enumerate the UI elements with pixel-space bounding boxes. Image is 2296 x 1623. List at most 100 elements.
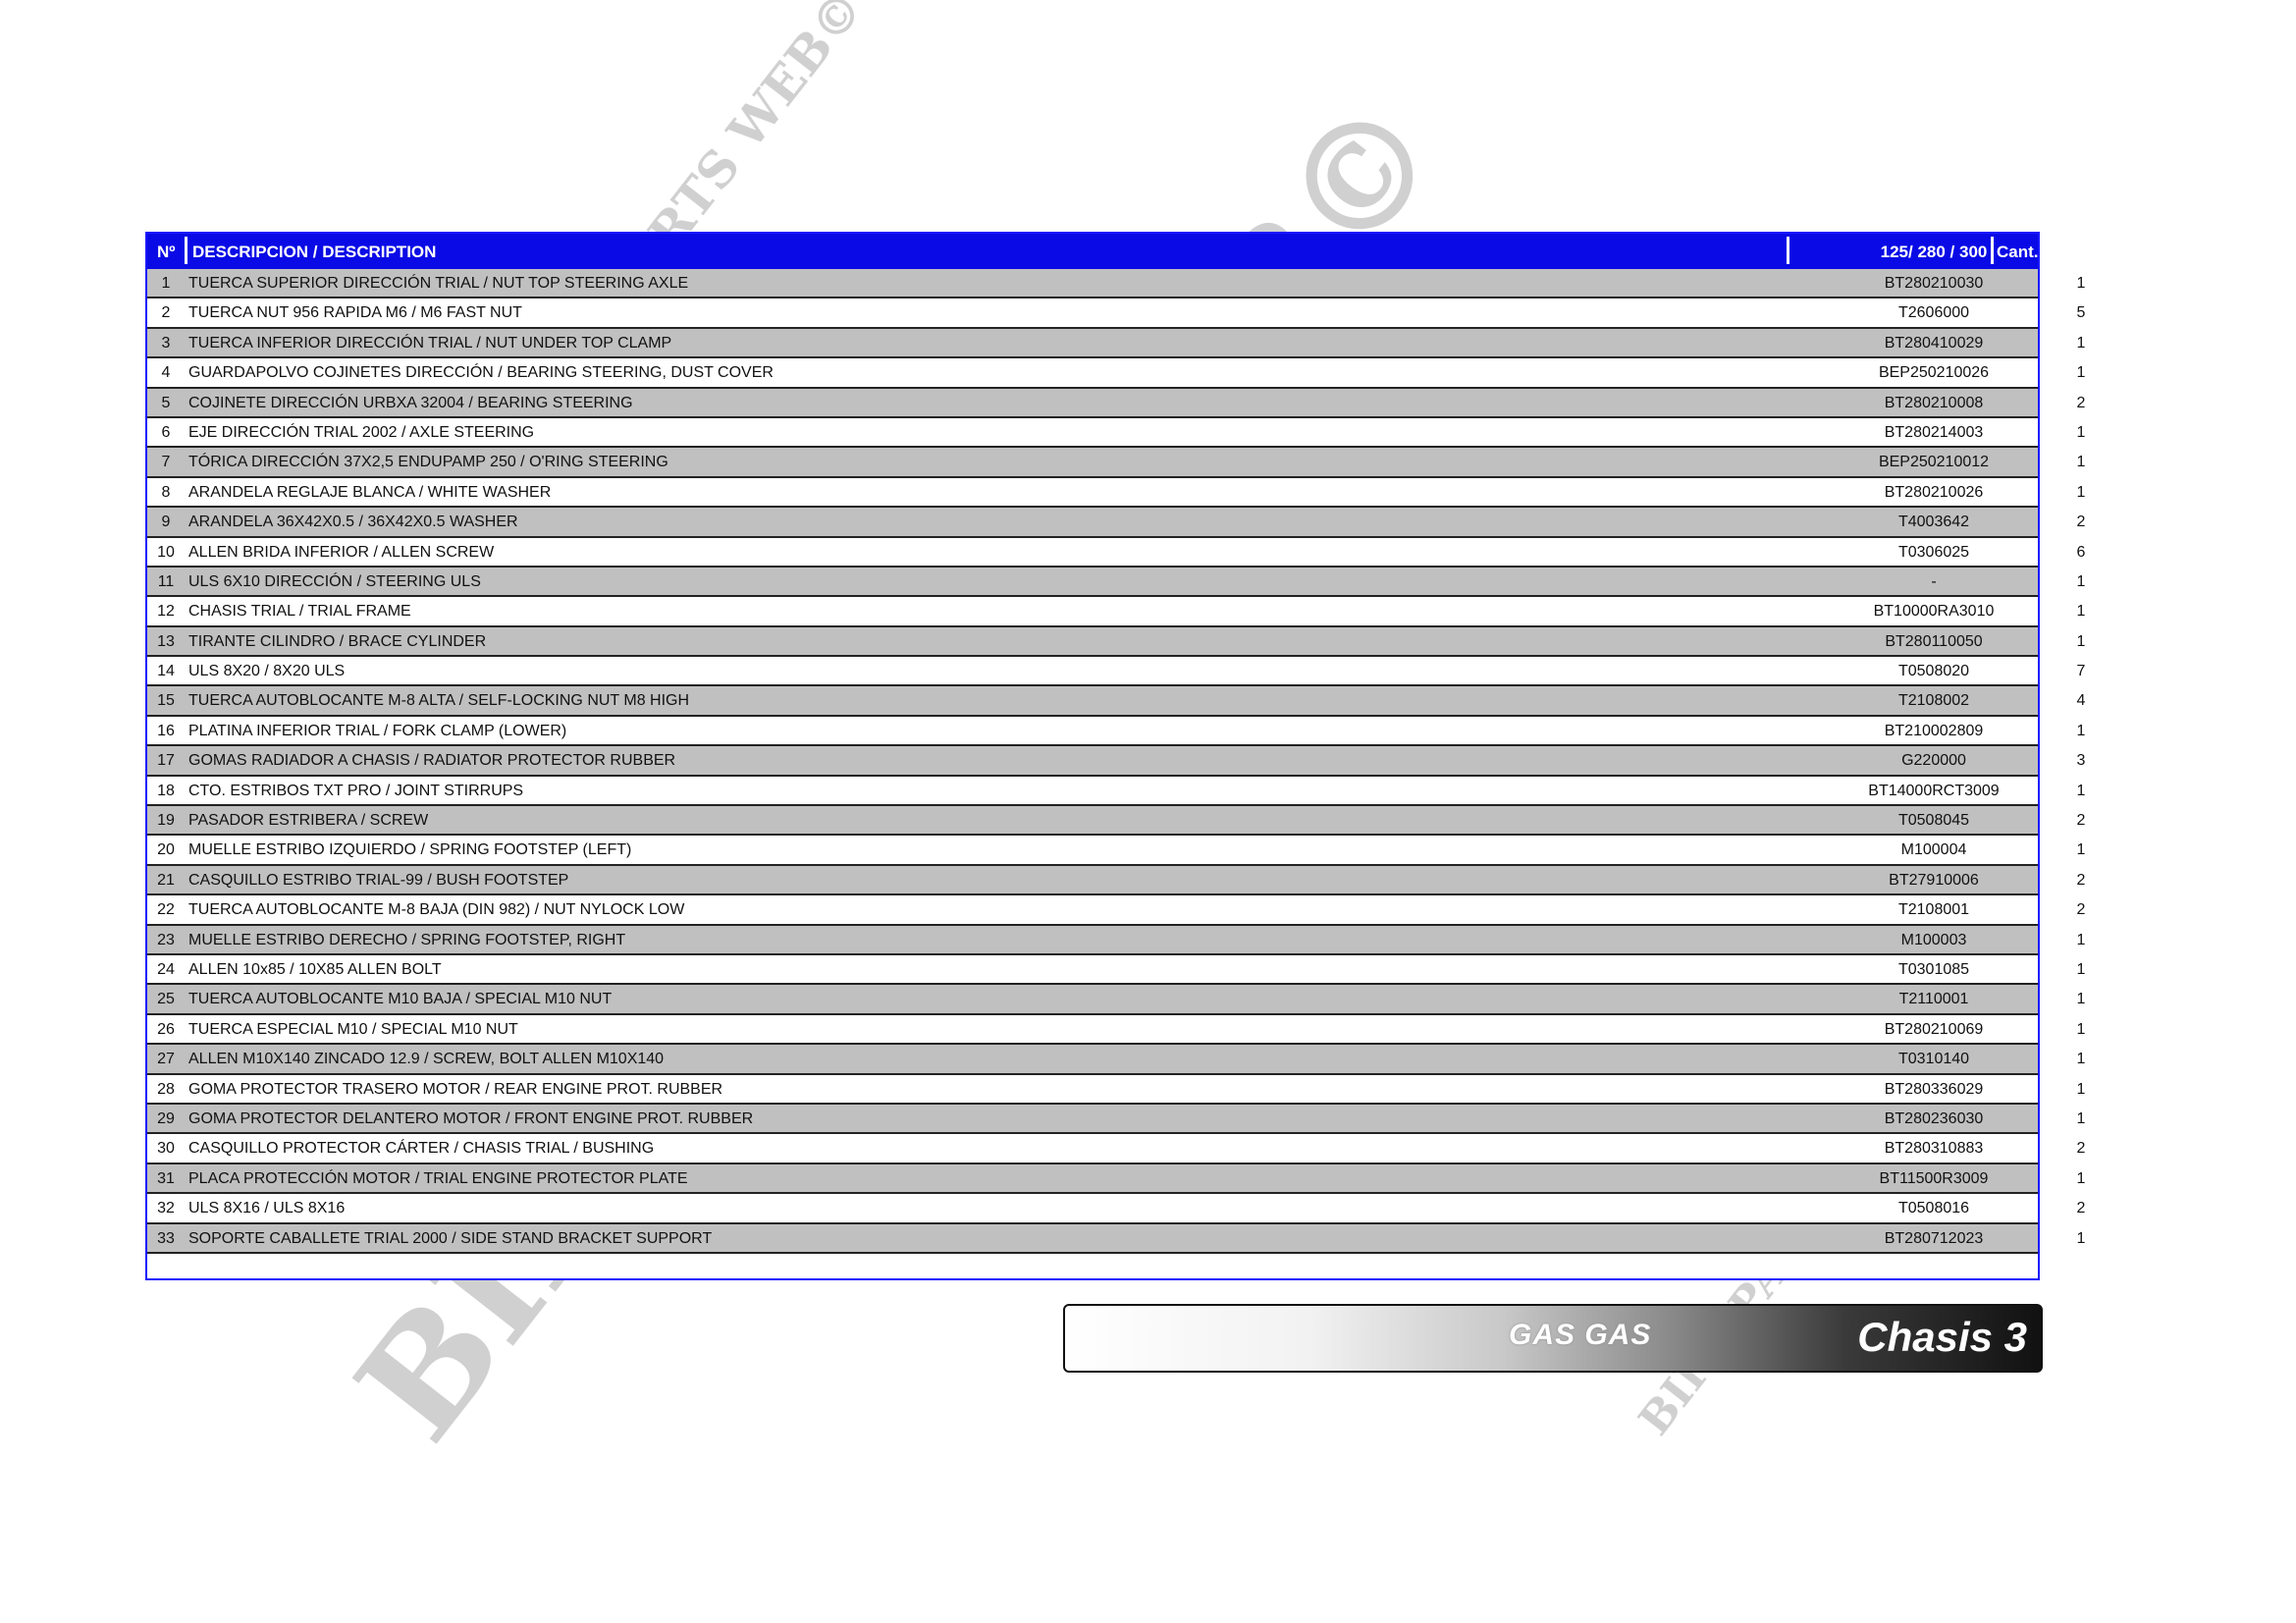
header-divider [1787,237,1789,264]
row-quantity: 2 [2076,812,2086,830]
row-part-code: BT280214003 [1884,423,1984,441]
row-number: 21 [157,871,175,889]
table-row: 23 MUELLE ESTRIBO DERECHO / SPRING FOOTST… [147,925,2085,955]
table-body: 1 TUERCA SUPERIOR DIRECCIÓN TRIAL / NUT T… [147,269,2085,1254]
row-part-code: M100004 [1900,841,1967,859]
row-number: 22 [157,901,175,919]
row-description: TUERCA ESPECIAL M10 / SPECIAL M10 NUT [188,1020,518,1038]
row-part-code: BEP250210026 [1878,364,1990,382]
table-row: 7 TÓRICA DIRECCIÓN 37X2,5 ENDUPAMP 250 / … [147,448,2085,478]
header-models: 125/ 280 / 300 [1880,243,1988,261]
row-part-code: BT280210069 [1884,1020,1984,1038]
row-description: GOMA PROTECTOR TRASERO MOTOR / REAR ENGI… [188,1080,723,1098]
row-part-code: G220000 [1901,752,1966,770]
row-quantity: 2 [2076,871,2086,889]
row-quantity: 1 [2076,572,2086,590]
table-row: 33 SOPORTE CABALLETE TRIAL 2000 / SIDE ST… [147,1223,2085,1254]
row-description: TUERCA NUT 956 RAPIDA M6 / M6 FAST NUT [188,304,522,322]
row-number: 14 [157,663,175,680]
row-part-code: BT280336029 [1884,1080,1984,1098]
row-part-code: T0301085 [1897,960,1970,978]
row-number: 23 [157,931,175,948]
row-quantity: 2 [2076,1200,2086,1217]
row-number: 15 [157,692,175,710]
row-part-code: M100003 [1900,931,1967,948]
row-part-code: BT280110050 [1885,632,1983,650]
row-description: MUELLE ESTRIBO IZQUIERDO / SPRING FOOTST… [188,841,632,859]
row-part-code: T2108001 [1897,901,1970,919]
row-number: 16 [157,722,175,739]
row-part-code: BT280410029 [1884,334,1984,352]
row-number: 11 [157,572,175,590]
row-quantity: 2 [2076,514,2086,531]
row-description: ULS 6X10 DIRECCIÓN / STEERING ULS [188,572,481,590]
row-quantity: 1 [2076,722,2086,739]
row-quantity: 7 [2076,663,2086,680]
row-description: CASQUILLO PROTECTOR CÁRTER / CHASIS TRIA… [188,1140,655,1158]
row-quantity: 1 [2076,1109,2086,1127]
row-quantity: 1 [2076,782,2086,799]
row-description: CASQUILLO ESTRIBO TRIAL-99 / BUSH FOOTST… [188,871,569,889]
row-description: ALLEN M10X140 ZINCADO 12.9 / SCREW, BOLT… [188,1051,665,1068]
table-row: 15 TUERCA AUTOBLOCANTE M-8 ALTA / SELF-LO… [147,686,2085,717]
row-quantity: 1 [2076,603,2086,621]
row-number: 27 [157,1051,175,1068]
row-number: 10 [157,543,175,561]
row-number: 31 [157,1169,175,1187]
row-part-code: - [1931,572,1937,590]
row-number: 18 [157,782,175,799]
table-row: 32 ULS 8X16 / ULS 8X16 T0508016 2 [147,1194,2085,1224]
row-description: SOPORTE CABALLETE TRIAL 2000 / SIDE STAN… [188,1229,713,1247]
table-row: 18 CTO. ESTRIBOS TXT PRO / JOINT STIRRUPS… [147,777,2085,807]
row-quantity: 6 [2076,543,2086,561]
table-row: 14 ULS 8X20 / 8X20 ULS T0508020 7 [147,657,2085,687]
row-part-code: T0310140 [1897,1051,1970,1068]
row-number: 30 [157,1140,175,1158]
table-row: 30 CASQUILLO PROTECTOR CÁRTER / CHASIS TR… [147,1134,2085,1164]
header-description: DESCRIPCION / DESCRIPTION [192,243,437,261]
row-part-code: T0306025 [1897,543,1970,561]
table-row: 4 GUARDAPOLVO COJINETES DIRECCIÓN / BEARI… [147,358,2085,389]
row-part-code: T2108002 [1897,692,1970,710]
row-quantity: 5 [2076,304,2086,322]
table-row: 21 CASQUILLO ESTRIBO TRIAL-99 / BUSH FOOT… [147,865,2085,896]
row-description: ARANDELA 36X42X0.5 / 36X42X0.5 WASHER [188,514,518,531]
table-row: 29 GOMA PROTECTOR DELANTERO MOTOR / FRONT… [147,1104,2085,1135]
table-row: 9 ARANDELA 36X42X0.5 / 36X42X0.5 WASHER T4… [147,508,2085,538]
row-quantity: 1 [2076,1020,2086,1038]
row-number: 25 [157,991,175,1008]
table-header: Nº DESCRIPCION / DESCRIPTION 125/ 280 / … [147,234,2039,269]
row-quantity: 1 [2076,991,2086,1008]
row-part-code: T4003642 [1897,514,1970,531]
section-title: Chasis 3 [1857,1314,2027,1360]
row-number: 4 [161,364,171,382]
row-part-code: BT280210026 [1884,483,1984,501]
row-description: ULS 8X16 / ULS 8X16 [188,1200,346,1217]
row-description: PLACA PROTECCIÓN MOTOR / TRIAL ENGINE PR… [188,1169,688,1187]
row-quantity: 1 [2076,364,2086,382]
row-number: 19 [157,812,175,830]
table-row: 17 GOMAS RADIADOR A CHASIS / RADIATOR PRO… [147,746,2085,777]
row-quantity: 2 [2076,394,2086,411]
table-row: 19 PASADOR ESTRIBERA / SCREW T0508045 2 [147,806,2085,837]
table-row: 27 ALLEN M10X140 ZINCADO 12.9 / SCREW, BO… [147,1045,2085,1075]
row-part-code: BT210002809 [1884,722,1984,739]
row-description: CHASIS TRIAL / TRIAL FRAME [188,603,411,621]
row-part-code: T0508045 [1897,812,1970,830]
row-quantity: 1 [2076,841,2086,859]
row-number: 3 [161,334,171,352]
row-part-code: BEP250210012 [1878,454,1990,471]
table-row: 3 TUERCA INFERIOR DIRECCIÓN TRIAL / NUT U… [147,328,2085,359]
row-description: PLATINA INFERIOR TRIAL / FORK CLAMP (LOW… [188,722,567,739]
row-quantity: 1 [2076,1169,2086,1187]
row-part-code: BT280210030 [1884,275,1984,292]
row-description: TUERCA AUTOBLOCANTE M-8 ALTA / SELF-LOCK… [188,692,690,710]
row-number: 20 [157,841,175,859]
row-quantity: 1 [2076,454,2086,471]
table-row: 16 PLATINA INFERIOR TRIAL / FORK CLAMP (L… [147,717,2085,747]
row-description: EJE DIRECCIÓN TRIAL 2002 / AXLE STEERING [188,423,535,441]
row-quantity: 2 [2076,1140,2086,1158]
row-part-code: BT280712023 [1884,1229,1984,1247]
row-part-code: T2110001 [1898,991,1969,1008]
table-row: 28 GOMA PROTECTOR TRASERO MOTOR / REAR EN… [147,1075,2085,1105]
